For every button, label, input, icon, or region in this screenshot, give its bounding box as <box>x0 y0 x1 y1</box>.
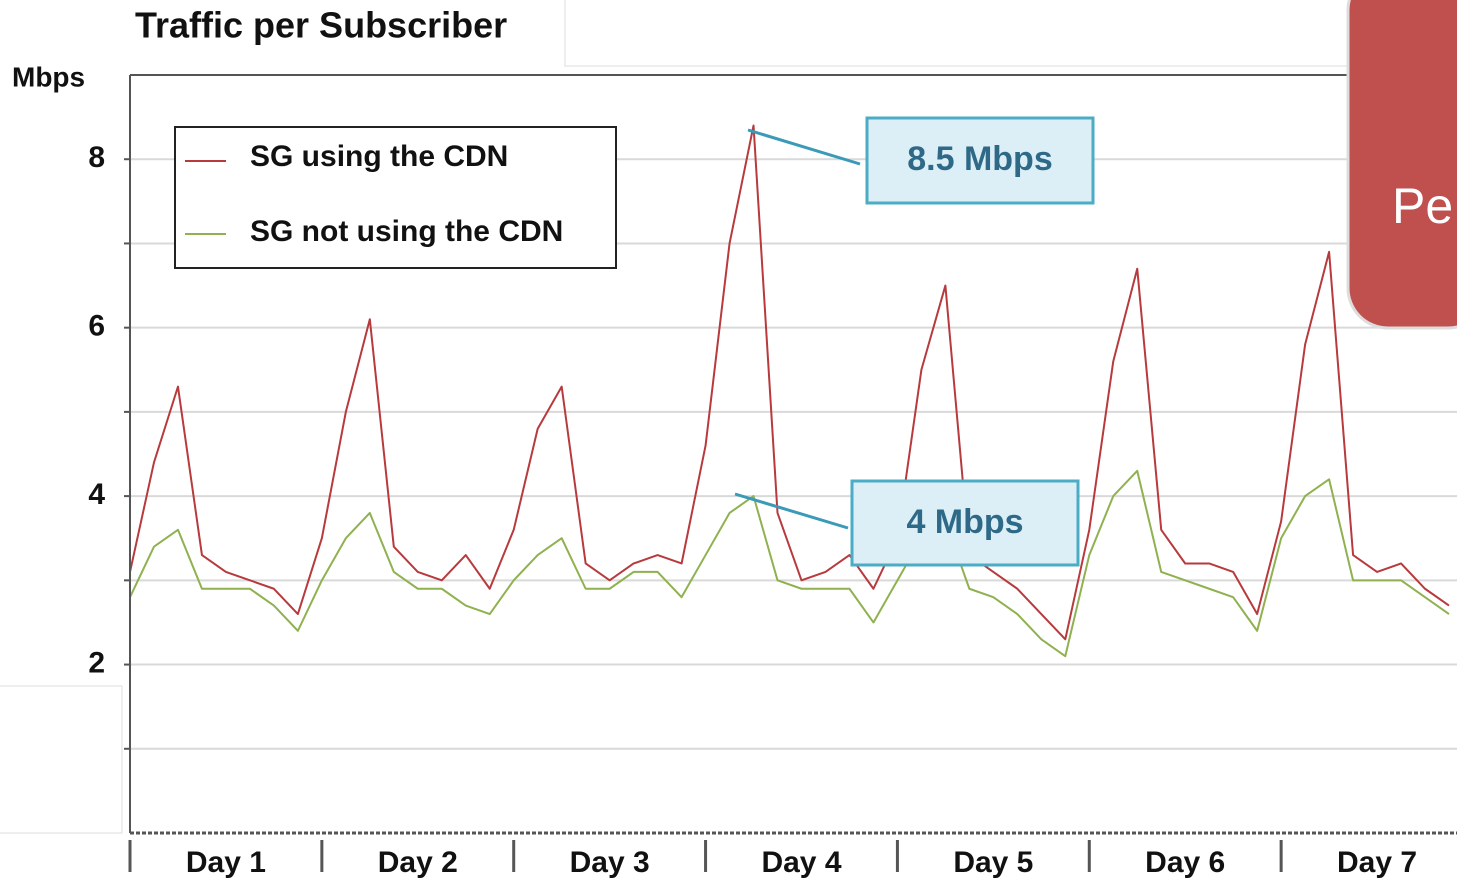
side-frame <box>0 685 123 834</box>
leader-line <box>747 128 861 166</box>
overlay-panel: Pe <box>1346 0 1457 330</box>
legend-label: SG using the CDN <box>250 140 508 173</box>
annotation-box <box>850 479 1080 567</box>
legend-box <box>174 126 617 269</box>
x-tick-label: Day 6 <box>1145 846 1225 879</box>
lines <box>129 124 1450 658</box>
annotation-box <box>865 116 1095 205</box>
annotation-text: 4 Mbps <box>906 503 1023 541</box>
overlay-box <box>1346 0 1457 330</box>
annotation: 8.5 Mbps <box>747 116 1095 205</box>
leader-line <box>734 492 849 530</box>
x-tick-label: Day 4 <box>761 846 841 879</box>
y-tick-label: 2 <box>88 646 105 679</box>
x-tick-label: Day 3 <box>570 846 650 879</box>
legend: SG using the CDN SG not using the CDN <box>174 126 617 269</box>
series-line <box>129 469 1450 658</box>
y-tick-label: 6 <box>88 310 105 343</box>
x-tick-label: Day 5 <box>953 846 1033 879</box>
y-tick-label: 8 <box>88 141 105 174</box>
overlay-text: Pe <box>1392 178 1453 234</box>
series-line <box>129 124 1450 641</box>
chart-title: Traffic per Subscriber <box>135 5 507 46</box>
annotation: 4 Mbps <box>734 479 1080 567</box>
x-tick-label: Day 2 <box>378 846 458 879</box>
y-tick-label: 4 <box>88 478 105 511</box>
x-tick-label: Day 7 <box>1337 846 1417 879</box>
legend-label: SG not using the CDN <box>250 215 563 248</box>
title-frame <box>564 0 1356 67</box>
y-axis-label: Mbps <box>12 61 85 92</box>
annotation-text: 8.5 Mbps <box>907 140 1052 178</box>
x-tick-label: Day 1 <box>186 846 266 879</box>
